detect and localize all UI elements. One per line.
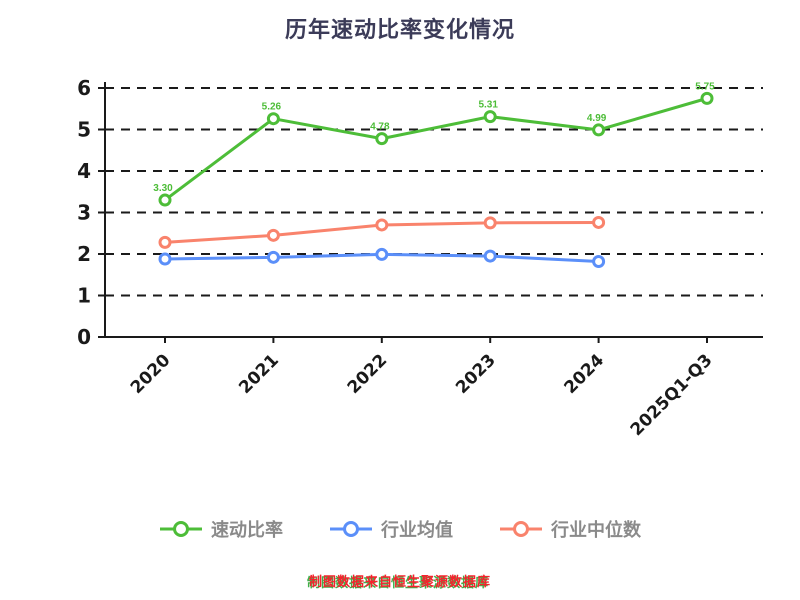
svg-text:2020: 2020 xyxy=(127,350,175,398)
svg-text:2023: 2023 xyxy=(452,350,500,398)
gridlines xyxy=(105,87,763,297)
svg-text:1: 1 xyxy=(77,284,91,308)
chart-title: 历年速动比率变化情况 xyxy=(284,17,515,42)
svg-text:2024: 2024 xyxy=(561,350,609,398)
legend-item-quick-ratio: 速动比率 xyxy=(159,516,283,542)
legend-marker-industry-average xyxy=(330,521,372,537)
data-source-note: 制图数据来自恒生聚源数据库 xyxy=(308,574,491,589)
x-axis-ticks: 2020 2021 2022 2023 2024 2025Q1-Q3 xyxy=(127,337,717,440)
y-axis-ticks: 0 1 2 3 4 5 6 xyxy=(77,76,105,349)
legend-label-industry-average: 行业均值 xyxy=(381,520,453,540)
chart-legend: 速动比率 行业均值 行业中位数 xyxy=(0,516,800,542)
axes xyxy=(104,82,763,338)
svg-text:5.75: 5.75 xyxy=(695,81,715,92)
svg-text:5.26: 5.26 xyxy=(262,102,282,113)
svg-text:6: 6 xyxy=(77,76,91,100)
svg-text:2022: 2022 xyxy=(344,350,392,398)
svg-text:3: 3 xyxy=(77,201,91,225)
legend-item-industry-median: 行业中位数 xyxy=(499,516,641,542)
svg-text:0: 0 xyxy=(77,325,91,349)
svg-text:2025Q1-Q3: 2025Q1-Q3 xyxy=(627,350,717,440)
svg-text:4.78: 4.78 xyxy=(370,122,390,133)
legend-marker-industry-median xyxy=(500,521,542,537)
legend-item-industry-average: 行业均值 xyxy=(329,516,453,542)
series-lines xyxy=(163,96,709,263)
svg-text:5.31: 5.31 xyxy=(478,100,498,111)
legend-label-industry-median: 行业中位数 xyxy=(551,520,641,540)
series-points xyxy=(158,91,714,268)
svg-text:4: 4 xyxy=(77,159,91,183)
svg-text:2021: 2021 xyxy=(235,350,283,398)
svg-text:5: 5 xyxy=(77,118,91,142)
legend-label-quick-ratio: 速动比率 xyxy=(211,520,283,540)
svg-text:2: 2 xyxy=(77,242,91,266)
point-labels: 3.30 5.26 4.78 5.31 4.99 5.75 xyxy=(153,81,715,194)
svg-text:3.30: 3.30 xyxy=(153,183,173,194)
legend-marker-quick-ratio xyxy=(160,521,202,537)
svg-text:4.99: 4.99 xyxy=(587,113,607,124)
